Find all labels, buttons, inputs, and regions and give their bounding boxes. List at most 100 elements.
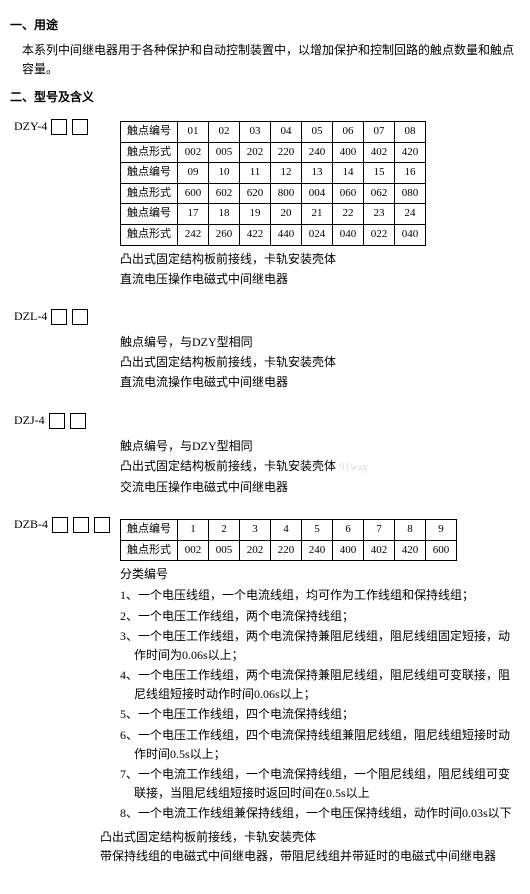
tbl-hdr: 触点编号 [121, 204, 178, 225]
model-label: DZB-4 [14, 515, 48, 534]
cell: 09 [178, 163, 209, 184]
cell: 240 [302, 142, 333, 163]
cell: 8 [395, 519, 426, 540]
tbl-hdr: 触点形式 [121, 224, 178, 245]
cell: 16 [395, 163, 426, 184]
cell: 11 [240, 163, 271, 184]
cell: 005 [209, 540, 240, 561]
cell: 220 [271, 540, 302, 561]
tbl-hdr: 触点形式 [121, 540, 178, 561]
cell: 600 [426, 540, 457, 561]
tbl-hdr: 触点形式 [121, 183, 178, 204]
category-title: 分类编号 [120, 565, 520, 584]
cell: 422 [240, 224, 271, 245]
cell: 202 [240, 540, 271, 561]
cell: 03 [240, 121, 271, 142]
cell: 05 [302, 121, 333, 142]
model-label: DZY-4 [14, 117, 47, 136]
cell: 400 [333, 540, 364, 561]
cell: 260 [209, 224, 240, 245]
cell: 2 [209, 519, 240, 540]
cell: 02 [209, 121, 240, 142]
cell: 4 [271, 519, 302, 540]
cell: 17 [178, 204, 209, 225]
cell: 004 [302, 183, 333, 204]
note-item: 3、一个电压工作线组，两个电流保持兼阻尼线组，阻尼线组固定短接，动作时间为0.0… [120, 627, 520, 665]
section-2-title: 二、型号及含义 [10, 88, 520, 107]
cell: 22 [333, 204, 364, 225]
cell: 024 [302, 224, 333, 245]
model-box [51, 309, 67, 325]
cell: 440 [271, 224, 302, 245]
cell: 21 [302, 204, 333, 225]
desc-line: 触点编号，与DZY型相同 [120, 437, 520, 456]
note-item: 6、一个电压工作线组，四个电流保持线组兼阻尼线组，阻尼线组短接时动作时间0.5s… [120, 726, 520, 764]
cell: 04 [271, 121, 302, 142]
cell: 420 [395, 540, 426, 561]
contact-table: 触点编号 123456789 触点形式 00200520222024040040… [120, 519, 457, 561]
cell: 01 [178, 121, 209, 142]
cell: 402 [364, 142, 395, 163]
cell: 19 [240, 204, 271, 225]
cell: 9 [426, 519, 457, 540]
desc-line: 凸出式固定结构板前接线，卡轨安装壳体 [120, 353, 520, 372]
note-item: 2、一个电压工作线组，两个电流保持线组； [120, 607, 520, 626]
cell: 040 [395, 224, 426, 245]
cell: 002 [178, 540, 209, 561]
model-box [51, 119, 67, 135]
cell: 23 [364, 204, 395, 225]
model-block-dzb: DZB-4 触点编号 123456789 触点形式 00200520222024… [10, 515, 520, 866]
cell: 600 [178, 183, 209, 204]
model-box [73, 517, 89, 533]
cell: 14 [333, 163, 364, 184]
cell: 602 [209, 183, 240, 204]
cell: 402 [364, 540, 395, 561]
cell: 002 [178, 142, 209, 163]
cell: 400 [333, 142, 364, 163]
model-box [94, 517, 110, 533]
desc-line: 触点编号，与DZY型相同 [120, 333, 520, 352]
cell: 12 [271, 163, 302, 184]
cell: 24 [395, 204, 426, 225]
note-item: 4、一个电压工作线组，两个电流保持兼阻尼线组，阻尼线组可变联接，阻尼线组短接时动… [120, 666, 520, 704]
cell: 3 [240, 519, 271, 540]
cell: 420 [395, 142, 426, 163]
model-label: DZJ-4 [14, 411, 45, 430]
cell: 06 [333, 121, 364, 142]
contact-table: 触点编号 0102030405060708 触点形式 0020052022202… [120, 121, 426, 246]
model-box [49, 413, 65, 429]
cell: 620 [240, 183, 271, 204]
model-box [72, 309, 88, 325]
note-item: 1、一个电压线组，一个电流线组，均可作为工作线组和保持线组； [120, 586, 520, 605]
cell: 7 [364, 519, 395, 540]
note-item: 7、一个电流工作线组，一个电流保持线组，一个阻尼线组，阻尼线组可变联接，当阻尼线… [120, 765, 520, 803]
tbl-hdr: 触点形式 [121, 142, 178, 163]
cell: 005 [209, 142, 240, 163]
desc-line: 交流电压操作电磁式中间继电器 [120, 478, 520, 497]
model-block-dzj: DZJ-4 触点编号，与DZY型相同 凸出式固定结构板前接线，卡轨安装壳体 91… [10, 411, 520, 497]
desc-line: 带保持线组的电磁式中间继电器，带阻尼线组并带延时的电磁式中间继电器 [100, 847, 520, 866]
section-1-para: 本系列中间继电器用于各种保护和自动控制装置中，以增加保护和控制回路的触点数量和触… [22, 41, 520, 79]
desc-line: 凸出式固定结构板前接线，卡轨安装壳体 [120, 250, 520, 269]
note-item: 5、一个电压工作线组，四个电流保持线组； [120, 705, 520, 724]
cell: 10 [209, 163, 240, 184]
cell: 080 [395, 183, 426, 204]
model-label: DZL-4 [14, 307, 47, 326]
cell: 5 [302, 519, 333, 540]
note-item: 8、一个电流工作线组兼保持线组，一个电压保持线组，动作时间0.03s以下 [120, 804, 520, 823]
cell: 240 [302, 540, 333, 561]
desc-line: 凸出式固定结构板前接线，卡轨安装壳体 [100, 828, 520, 847]
cell: 6 [333, 519, 364, 540]
desc-line: 凸出式固定结构板前接线，卡轨安装壳体 91way [120, 457, 520, 477]
cell: 07 [364, 121, 395, 142]
cell: 040 [333, 224, 364, 245]
model-block-dzy: DZY-4 触点编号 0102030405060708 触点形式 0020052… [10, 117, 520, 289]
cell: 13 [302, 163, 333, 184]
cell: 15 [364, 163, 395, 184]
tbl-hdr: 触点编号 [121, 519, 178, 540]
cell: 202 [240, 142, 271, 163]
cell: 242 [178, 224, 209, 245]
cell: 1 [178, 519, 209, 540]
cell: 062 [364, 183, 395, 204]
cell: 18 [209, 204, 240, 225]
